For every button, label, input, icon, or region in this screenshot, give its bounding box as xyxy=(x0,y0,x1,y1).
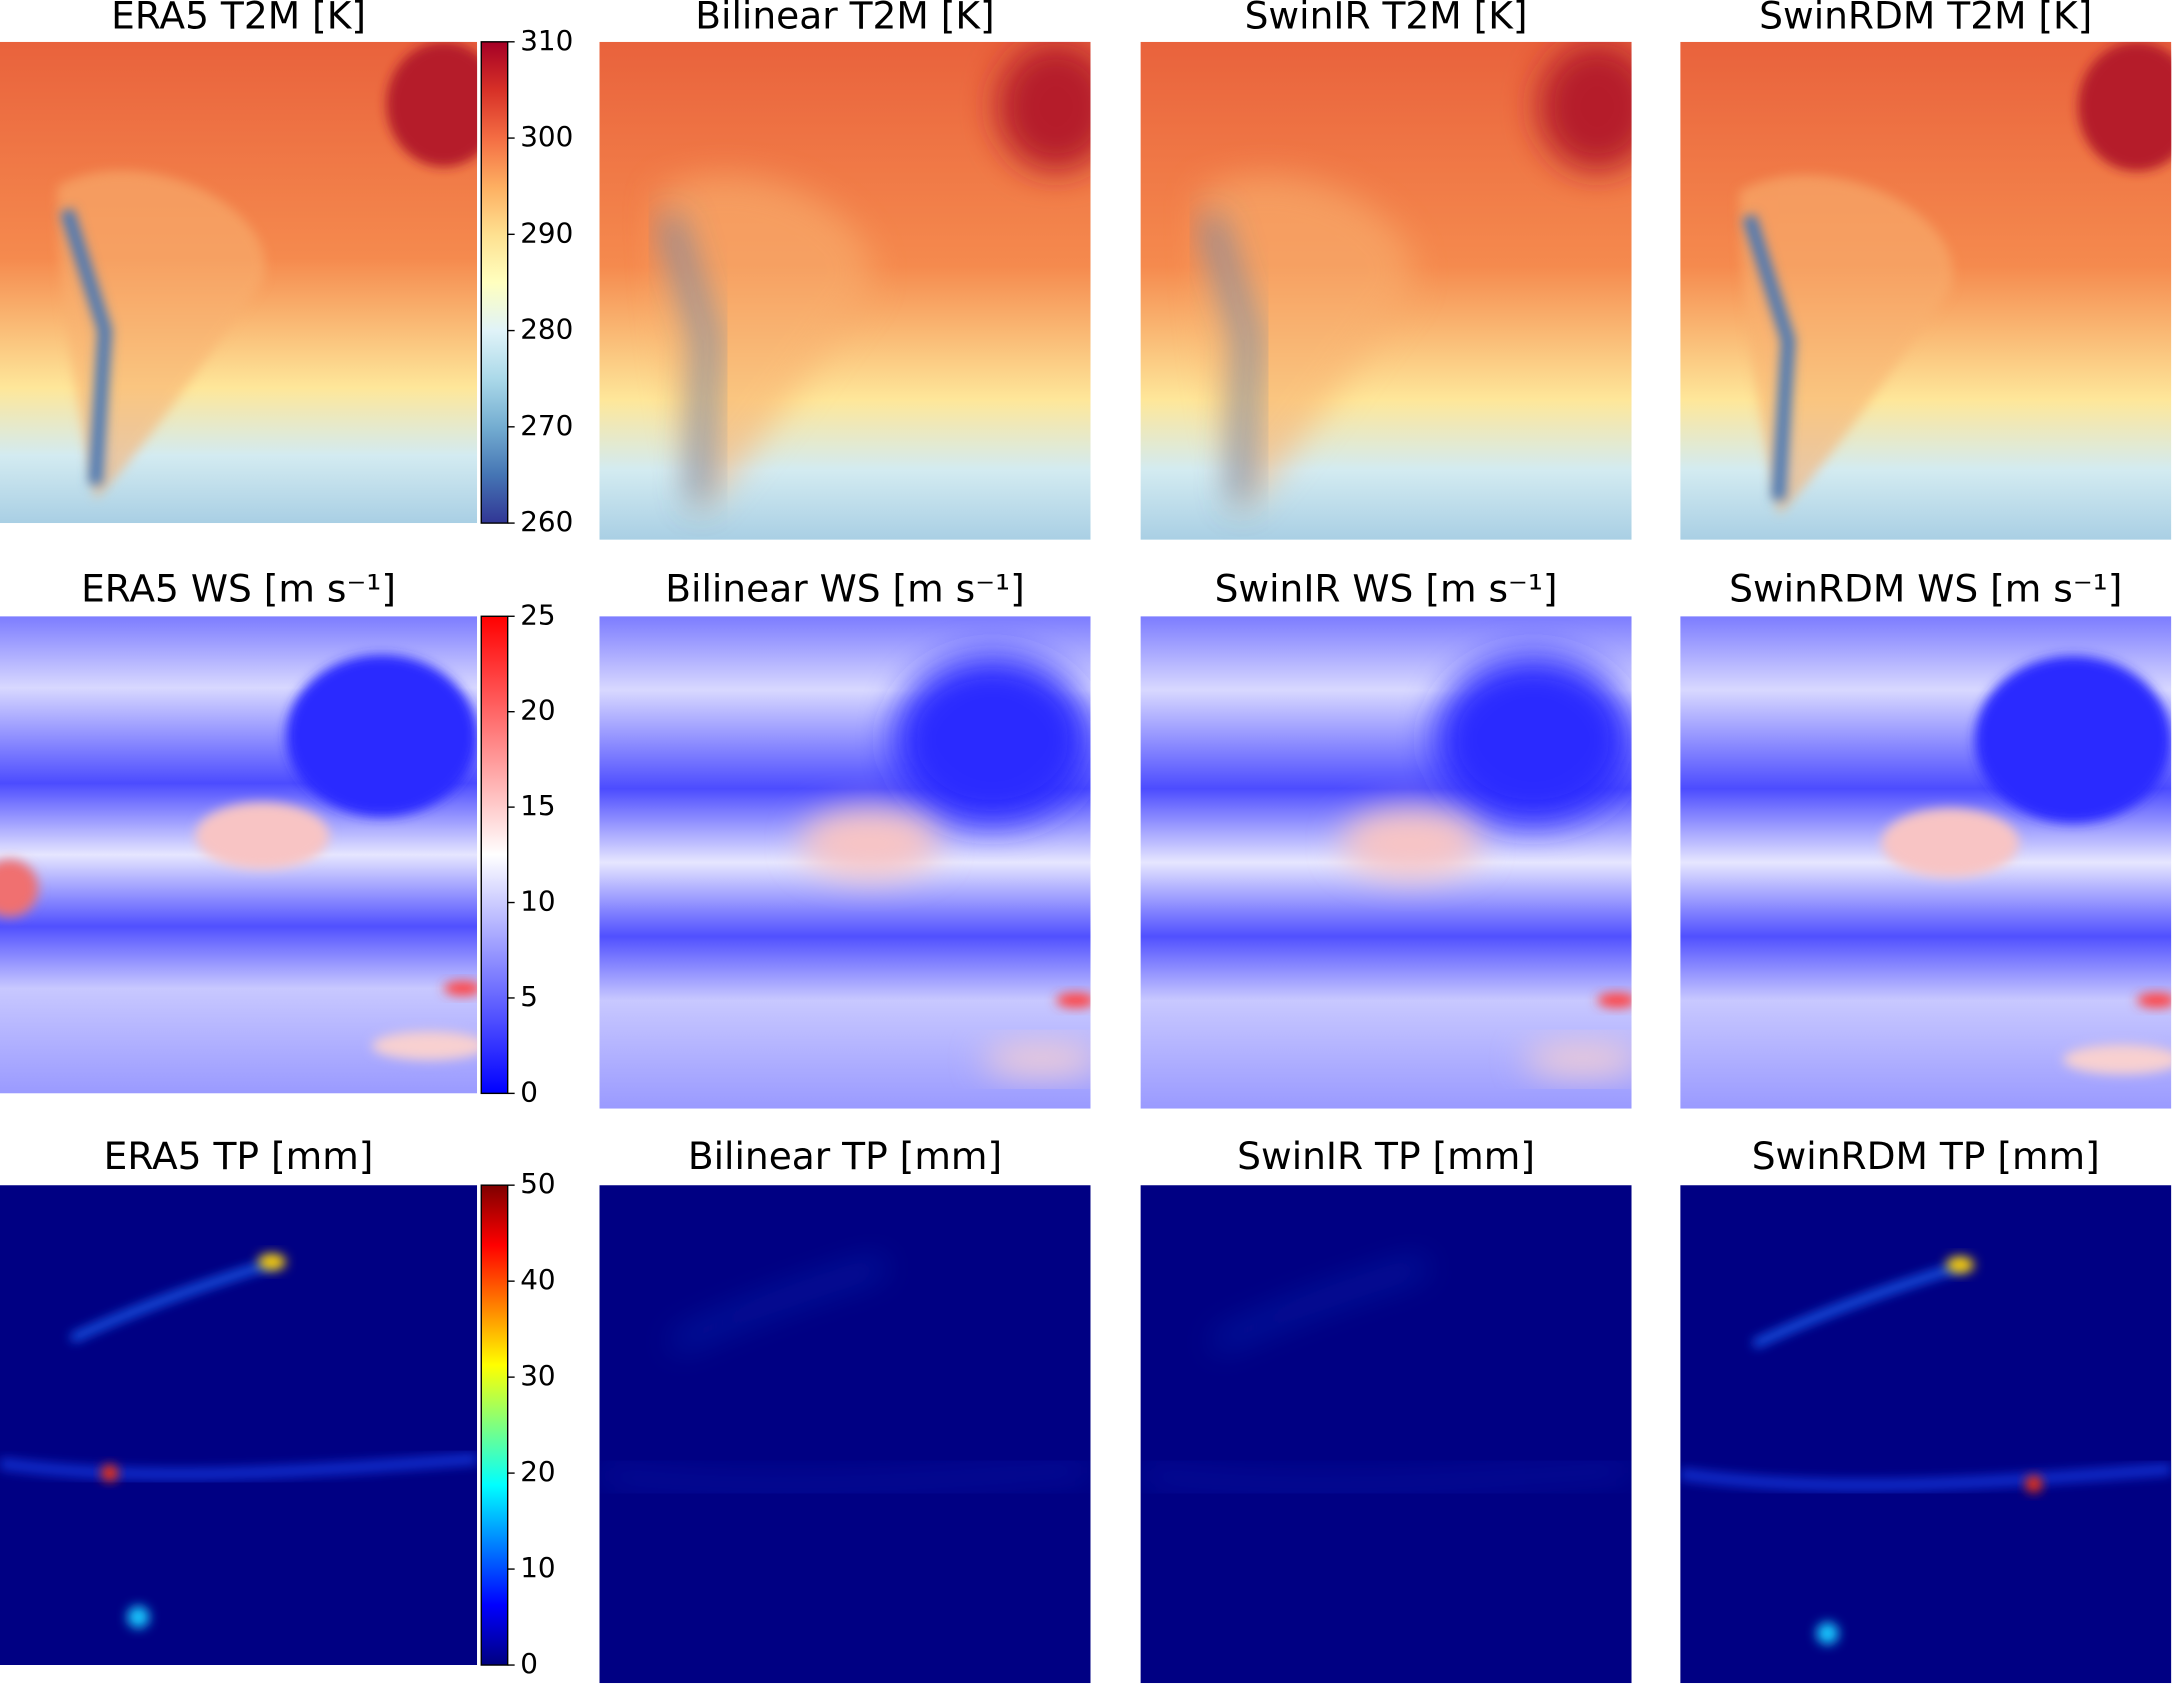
map-panel xyxy=(599,1185,1091,1684)
map-feature xyxy=(195,802,330,870)
map-feature xyxy=(1881,808,2020,878)
map-feature xyxy=(69,1257,278,1343)
panel-title: Bilinear T2M [K] xyxy=(695,0,994,38)
map-feature xyxy=(800,808,939,878)
panel-title: ERA5 T2M [K] xyxy=(111,0,366,38)
map-background xyxy=(1680,1185,2172,1684)
colorbar-tick-label: 310 xyxy=(520,24,573,57)
map-feature xyxy=(127,1605,150,1629)
map-feature xyxy=(1974,655,2172,824)
map-feature xyxy=(997,41,1091,172)
map-feature xyxy=(57,170,266,500)
panel-title: ERA5 TP [mm] xyxy=(104,1134,374,1178)
colorbar-tick-label: 0 xyxy=(520,1075,538,1108)
panel-title: Bilinear TP [mm] xyxy=(688,1134,1002,1178)
colorbar xyxy=(480,615,509,1095)
map-panel xyxy=(1680,1185,2172,1684)
map-feature xyxy=(2063,1044,2172,1075)
map-panel xyxy=(0,616,478,1094)
panel-title: SwinRDM TP [mm] xyxy=(1752,1134,2100,1178)
map-panel xyxy=(599,616,1091,1109)
colorbar-tick-label: 50 xyxy=(520,1167,555,1200)
colorbar-tick-label: 40 xyxy=(520,1263,555,1296)
panel-title: Bilinear WS [m s⁻¹] xyxy=(665,567,1024,611)
map-feature xyxy=(982,1044,1091,1075)
map-feature xyxy=(443,981,478,996)
map-feature xyxy=(1341,808,1480,878)
colorbar-tick-label: 5 xyxy=(520,980,538,1013)
map-panel xyxy=(599,41,1091,540)
map-feature xyxy=(671,1260,886,1349)
panel-title: SwinIR TP [mm] xyxy=(1237,1134,1535,1178)
map-feature xyxy=(1946,1256,1975,1274)
map-feature xyxy=(2136,992,2172,1008)
map-feature xyxy=(1140,1463,1632,1491)
map-feature xyxy=(661,214,715,501)
colorbar-tick-label: 10 xyxy=(520,885,555,918)
map-feature xyxy=(1199,175,1414,515)
colorbar-tick-label: 30 xyxy=(520,1359,555,1392)
colorbar-tick-label: 300 xyxy=(520,120,573,153)
colorbar xyxy=(480,1184,509,1666)
map-panel xyxy=(0,41,478,524)
map-feature xyxy=(286,654,478,817)
colorbar-tick-label: 260 xyxy=(520,505,573,538)
map-feature xyxy=(386,41,478,167)
panel-title: SwinIR T2M [K] xyxy=(1245,0,1528,38)
map-feature xyxy=(0,1453,478,1480)
colorbar-tick-label: 20 xyxy=(520,694,555,727)
map-feature xyxy=(1523,1044,1632,1075)
map-feature xyxy=(1739,175,1954,515)
map-panel xyxy=(1680,41,2172,540)
map-feature xyxy=(1212,1260,1427,1349)
map-feature xyxy=(1816,1622,1839,1645)
map-panel xyxy=(1140,41,1632,540)
colorbar-tick-label: 0 xyxy=(520,1647,538,1680)
map-feature xyxy=(60,208,112,486)
map-feature xyxy=(1435,655,1632,824)
map-feature xyxy=(258,1253,286,1271)
map-feature xyxy=(658,175,873,515)
colorbar-tick-label: 15 xyxy=(520,789,555,822)
colorbar-tick-label: 25 xyxy=(520,598,555,631)
map-panel xyxy=(1140,1185,1632,1684)
map-panel xyxy=(0,1185,478,1666)
map-background xyxy=(1140,1185,1632,1684)
map-background xyxy=(599,1185,1091,1684)
map-background xyxy=(0,1185,478,1666)
map-feature xyxy=(2077,41,2172,172)
map-feature xyxy=(1056,992,1091,1008)
map-feature xyxy=(101,1464,119,1482)
map-feature xyxy=(1597,992,1632,1008)
colorbar xyxy=(480,41,509,524)
map-panel xyxy=(1140,616,1632,1109)
map-feature xyxy=(1752,1260,1967,1349)
map-feature xyxy=(599,1463,1091,1491)
map-feature xyxy=(1680,1463,2172,1491)
colorbar-tick-label: 270 xyxy=(520,409,573,442)
map-feature xyxy=(1538,41,1632,172)
map-panel xyxy=(1680,616,2172,1109)
colorbar-tick-label: 20 xyxy=(520,1455,555,1488)
map-feature xyxy=(1742,214,1796,501)
map-feature xyxy=(2025,1475,2043,1493)
colorbar-tick-label: 290 xyxy=(520,216,573,249)
colorbar-tick-label: 10 xyxy=(520,1551,555,1584)
map-feature xyxy=(0,859,39,917)
panel-title: SwinIR WS [m s⁻¹] xyxy=(1215,567,1558,611)
panel-title: SwinRDM WS [m s⁻¹] xyxy=(1729,567,2122,611)
map-feature xyxy=(1202,214,1256,501)
panel-title: ERA5 WS [m s⁻¹] xyxy=(81,567,396,611)
map-feature xyxy=(894,655,1091,824)
map-feature xyxy=(372,1031,478,1060)
colorbar-tick-label: 280 xyxy=(520,313,573,346)
panel-title: SwinRDM T2M [K] xyxy=(1759,0,2092,38)
